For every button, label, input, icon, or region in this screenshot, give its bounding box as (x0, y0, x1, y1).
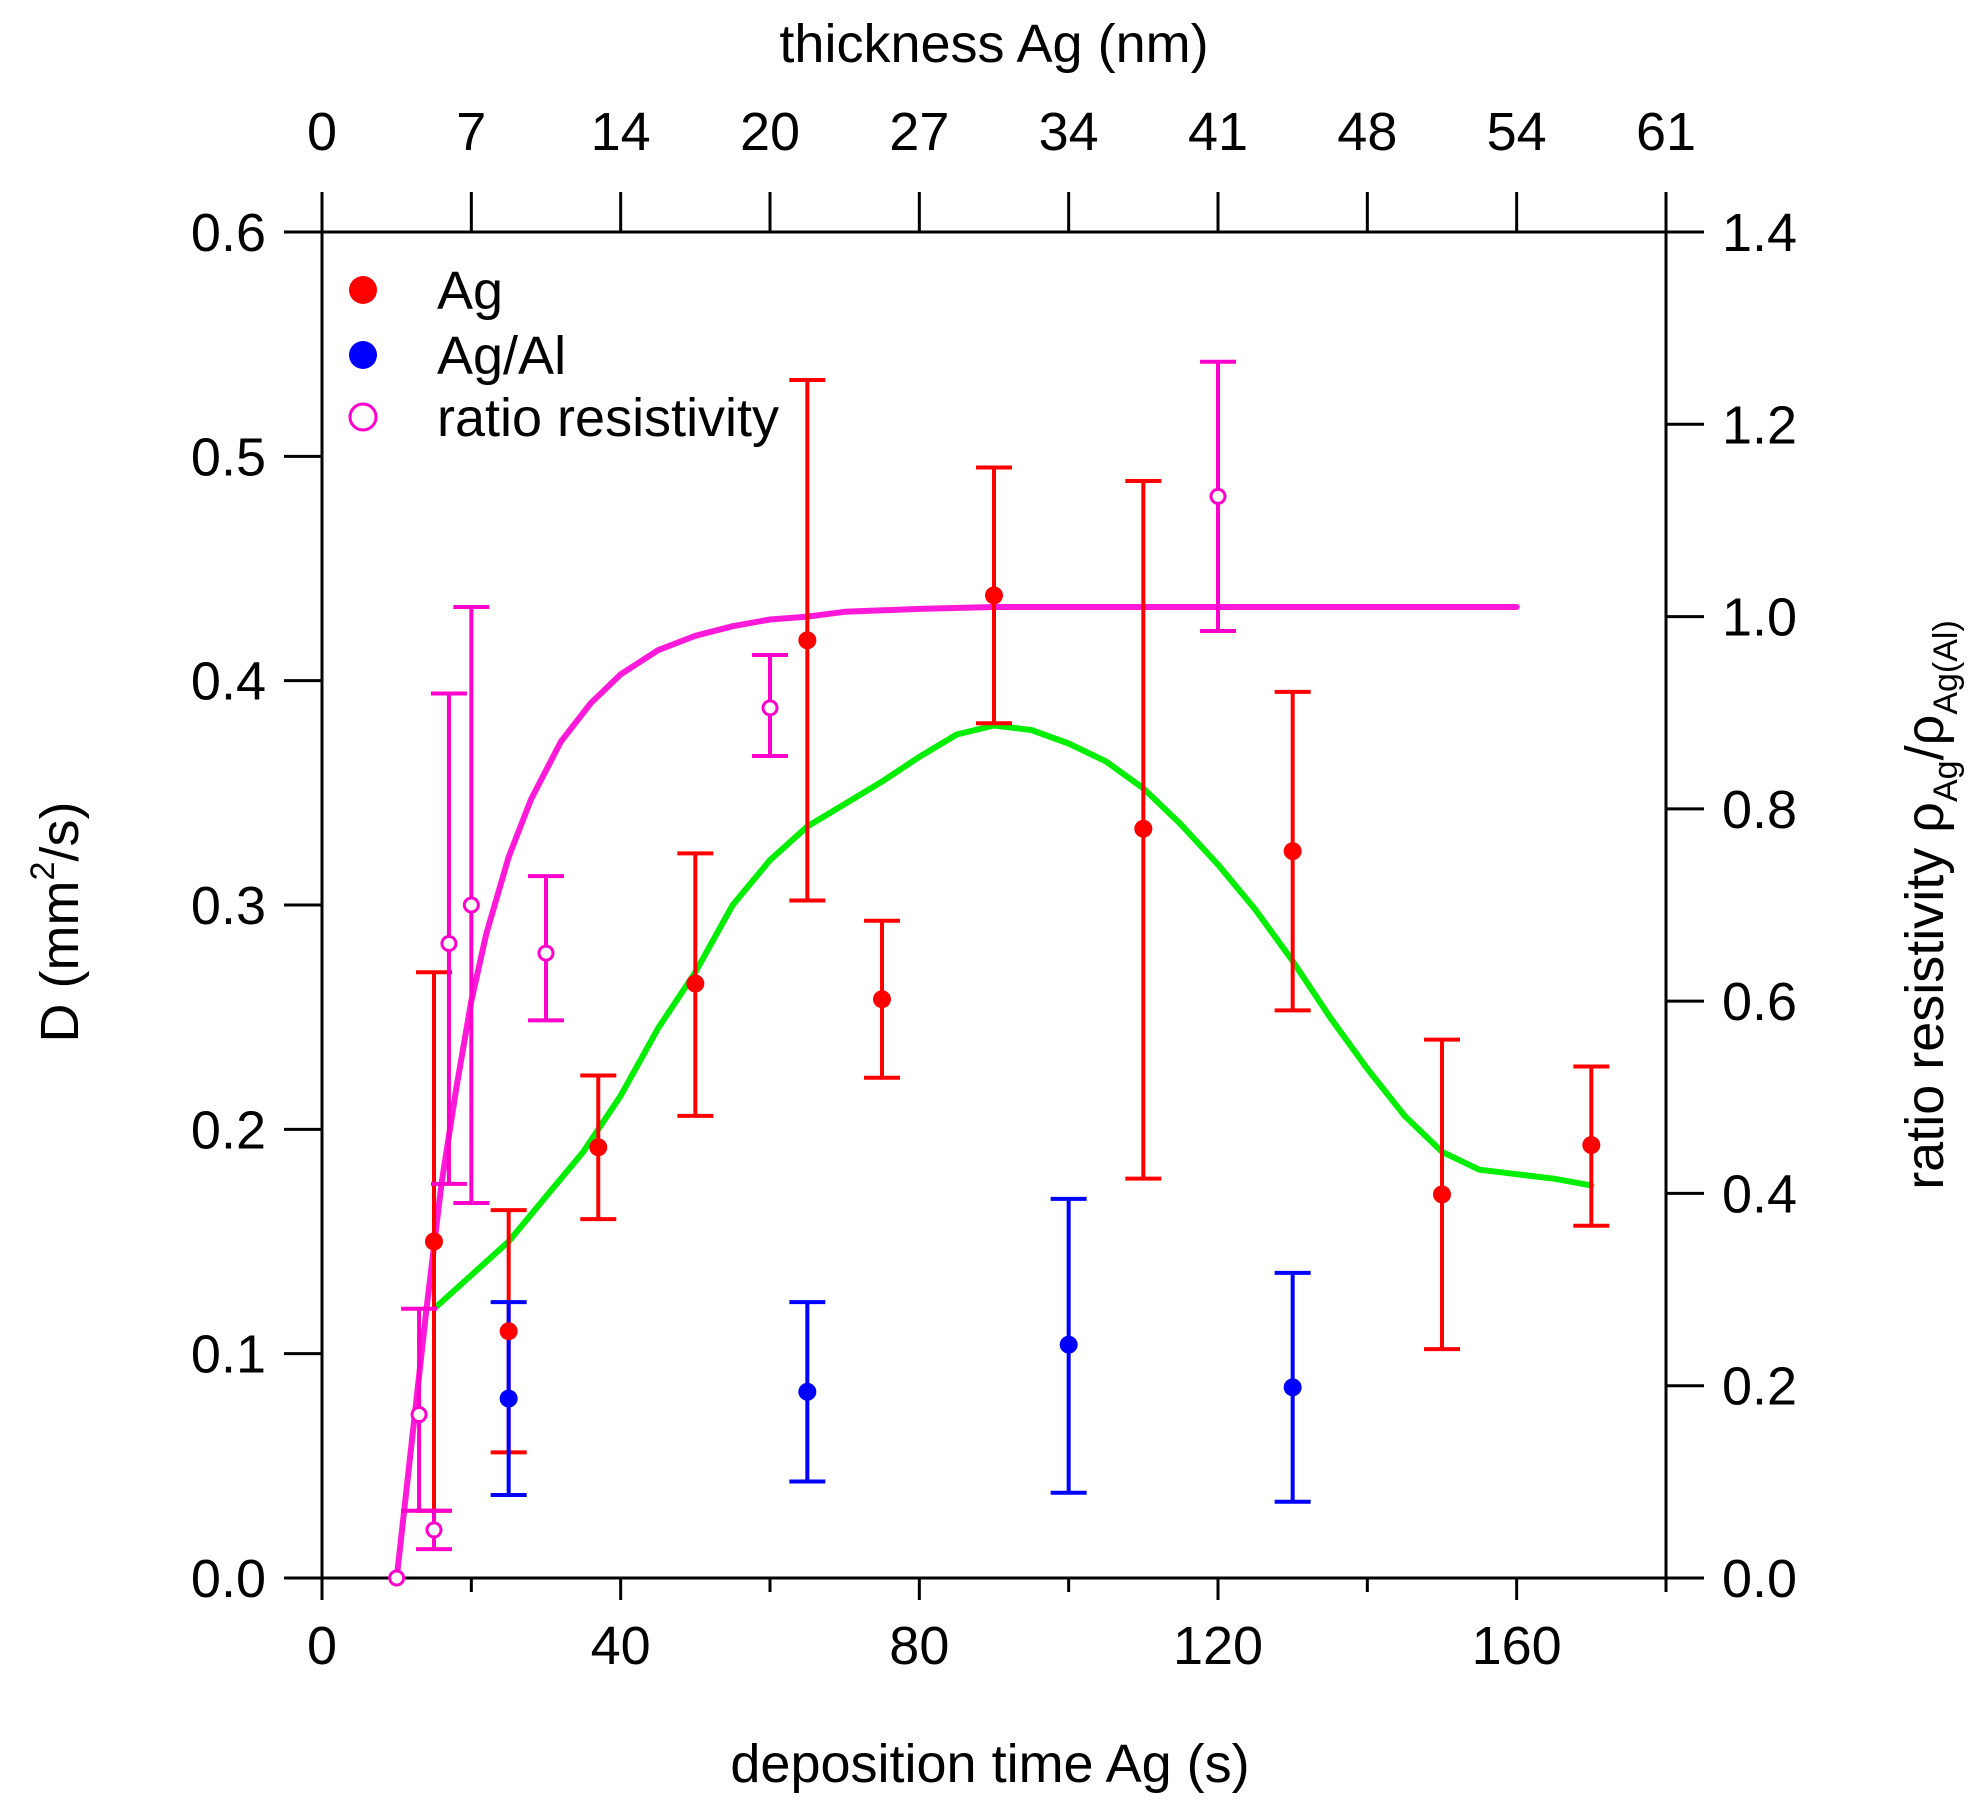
ratio-resistivity-point (537, 944, 555, 962)
ag-al-point (1059, 1335, 1078, 1354)
ratio-resistivity-fit-line (393, 604, 1520, 1581)
y-left-title-main: D (mm (30, 880, 90, 1042)
legend-label-ag: Ag (437, 261, 503, 321)
ag-point (873, 990, 891, 1009)
y-right-tick-label: 0.8 (1722, 780, 1797, 840)
y-left-title-sup: 2 (24, 862, 62, 881)
ag-point (798, 631, 817, 650)
x-top-tick-label: 61 (1636, 102, 1696, 162)
ratio-resistivity-point (1209, 487, 1227, 505)
x-top-tick-label: 14 (591, 102, 651, 162)
y-left-tick-label: 0.0 (191, 1549, 266, 1609)
x-top-tick-label: 7 (456, 102, 486, 162)
y-right-title-main: ratio resistivity ρ (1895, 802, 1955, 1190)
x-top-tick-label: 27 (889, 102, 949, 162)
x-bottom-tick-label: 80 (889, 1616, 949, 1676)
y-left-axis-title: D (mm2/s) (24, 802, 90, 1043)
ag-point (1433, 1185, 1451, 1204)
y-right-tick-label: 0.2 (1722, 1357, 1797, 1417)
x-top-tick-label: 34 (1039, 102, 1099, 162)
ag-point (686, 974, 705, 993)
ag-point (1582, 1136, 1601, 1155)
ratio-resistivity-point (761, 699, 779, 717)
fit-curves (393, 604, 1595, 1581)
legend-label-ag-al: Ag/Al (437, 326, 566, 386)
y-right-tick-label: 0.0 (1722, 1549, 1797, 1609)
x-bottom-tick-label: 160 (1472, 1616, 1562, 1676)
ag-al-point (499, 1389, 518, 1408)
ag-point (589, 1138, 608, 1157)
y-left-tick-label: 0.4 (191, 652, 266, 712)
y-right-title-mid: /ρ (1895, 715, 1955, 761)
x-top-axis-title: thickness Ag (nm) (779, 14, 1208, 74)
y-left-title-end: /s) (30, 802, 90, 862)
ratio-resistivity-point (425, 1521, 443, 1539)
ratio-resistivity-point (410, 1406, 428, 1424)
ag-point (1134, 819, 1153, 838)
ag-point (985, 586, 1003, 605)
ag-point (499, 1322, 518, 1341)
ratio-resistivity-point (388, 1569, 406, 1587)
ag-point (425, 1232, 443, 1251)
y-right-tick-label: 1.4 (1722, 203, 1797, 263)
y-right-title-sub1: Ag (1927, 760, 1965, 802)
legend: Ag Ag/Al ratio resistivity (348, 261, 779, 448)
y-left-tick-label: 0.5 (191, 427, 266, 487)
legend-marker-ratio (348, 402, 378, 432)
ag-point (1283, 842, 1302, 861)
legend-label-ratio: ratio resistivity (437, 388, 779, 448)
y-left-tick-label: 0.3 (191, 876, 266, 936)
axis-ticks (284, 192, 1704, 1600)
y-left-tick-label: 0.1 (191, 1325, 266, 1385)
x-bottom-tick-label: 0 (307, 1616, 337, 1676)
x-bottom-tick-label: 120 (1173, 1616, 1263, 1676)
y-right-tick-label: 0.4 (1722, 1164, 1797, 1224)
ratio-resistivity-point (462, 896, 480, 914)
y-right-tick-label: 0.6 (1722, 972, 1797, 1032)
x-top-tick-label: 41 (1188, 102, 1248, 162)
legend-marker-ag-al (349, 341, 377, 369)
y-right-tick-label: 1.0 (1722, 588, 1797, 648)
y-right-axis-title: ratio resistivity ρAg/ρAg(Al) (1895, 620, 1965, 1190)
y-left-tick-label: 0.2 (191, 1100, 266, 1160)
y-left-tick-label: 0.6 (191, 203, 266, 263)
ag-al-point (1283, 1378, 1302, 1397)
data-points (388, 487, 1601, 1587)
ag-fit-line (431, 722, 1595, 1312)
x-top-tick-label: 54 (1487, 102, 1547, 162)
x-bottom-tick-label: 40 (591, 1616, 651, 1676)
ratio-resistivity-point (440, 934, 458, 952)
x-top-tick-label: 48 (1337, 102, 1397, 162)
x-bottom-axis-title: deposition time Ag (s) (730, 1734, 1249, 1794)
tick-labels: 0 40 80 120 160 0 7 14 20 27 34 41 48 54 61 0.0 0.1 0.2 0.… (191, 102, 1797, 1676)
y-right-title-sub2: Ag(Al) (1927, 620, 1965, 714)
x-top-tick-label: 20 (740, 102, 800, 162)
legend-marker-ag (349, 276, 377, 304)
y-right-tick-label: 1.2 (1722, 395, 1797, 455)
x-top-tick-label: 0 (307, 102, 337, 162)
ag-al-point (798, 1382, 817, 1401)
